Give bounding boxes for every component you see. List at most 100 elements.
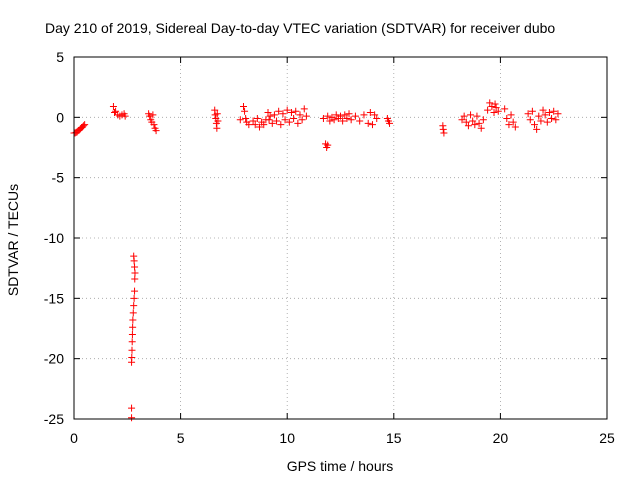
data-point [128,404,136,412]
data-point [249,117,257,125]
data-point [109,102,117,110]
data-point [505,121,513,129]
data-point [131,275,139,283]
data-point [343,115,351,123]
data-point [214,117,222,125]
data-point [552,116,560,124]
y-tick-label: -20 [44,351,64,367]
data-point [464,122,472,130]
data-point [545,109,553,117]
data-point [266,112,274,120]
data-point [270,111,278,119]
data-point [300,105,308,113]
data-point [131,263,139,271]
data-point [507,111,515,119]
x-tick-label: 5 [177,430,185,446]
data-point [345,110,353,118]
data-point [255,123,263,131]
data-point [373,115,381,123]
data-point [149,111,157,119]
data-point [281,116,289,124]
y-tick-labels: -25 -20 -15 -10 -5 0 5 [44,49,64,427]
data-point [347,116,355,124]
data-point [129,316,137,324]
data-point [128,346,136,354]
data-point [332,111,340,119]
data-point [245,121,253,129]
data-point [150,121,158,129]
data-point [356,117,364,125]
data-point [511,123,519,131]
data-point [268,119,276,127]
data-point [287,109,295,117]
gridlines [74,57,607,419]
data-point [290,115,298,123]
data-point [330,116,338,124]
data-point [554,110,562,118]
data-point [501,105,509,113]
data-point [490,109,498,117]
x-tick-label: 20 [493,430,509,446]
data-point [129,309,137,317]
data-point [324,141,332,149]
data-point [80,122,88,130]
data-point [146,112,154,120]
data-point [471,121,479,129]
y-tick-label: 5 [56,49,64,65]
data-point [260,121,268,129]
data-point [242,115,250,123]
data-point [236,116,244,124]
data-point [130,257,138,265]
data-point [283,106,291,114]
data-point [341,111,349,119]
data-point [539,106,547,114]
data-point [128,331,136,339]
data-point [535,112,543,120]
data-point [130,294,138,302]
data-point [491,100,499,108]
data-point [241,107,249,115]
data-point [251,121,259,129]
data-point [364,119,372,127]
x-tick-label: 10 [279,430,295,446]
data-point [239,102,247,110]
data-point [371,111,379,119]
data-point [130,302,138,310]
data-point [477,124,485,132]
data-point [253,115,261,123]
data-point [213,124,221,132]
x-tick-labels: 0 5 10 15 20 25 [70,430,615,446]
data-point [460,112,468,120]
data-point [484,106,492,114]
data-point [366,109,374,117]
data-point [275,107,283,115]
data-point [528,107,536,115]
data-point [337,112,344,120]
data-point [537,117,545,125]
data-point [277,121,285,129]
data-point [324,112,332,120]
data-point [531,121,539,129]
data-point [458,116,466,124]
data-points [70,99,562,422]
data-point [128,414,136,422]
data-point [326,117,334,125]
x-tick-label: 25 [599,430,615,446]
data-point [121,112,129,120]
axis-ticks [73,56,608,420]
data-point [479,116,487,124]
data-point [213,110,221,118]
data-point [475,119,483,127]
y-tick-label: -25 [44,411,64,427]
data-point [473,112,481,120]
plot-frame [73,56,608,420]
data-point [129,323,137,331]
data-point [112,107,120,115]
data-point [462,118,470,126]
data-point [368,121,376,129]
data-point [131,287,139,295]
data-point [273,117,281,125]
data-point [265,116,273,124]
data-point [467,111,475,119]
